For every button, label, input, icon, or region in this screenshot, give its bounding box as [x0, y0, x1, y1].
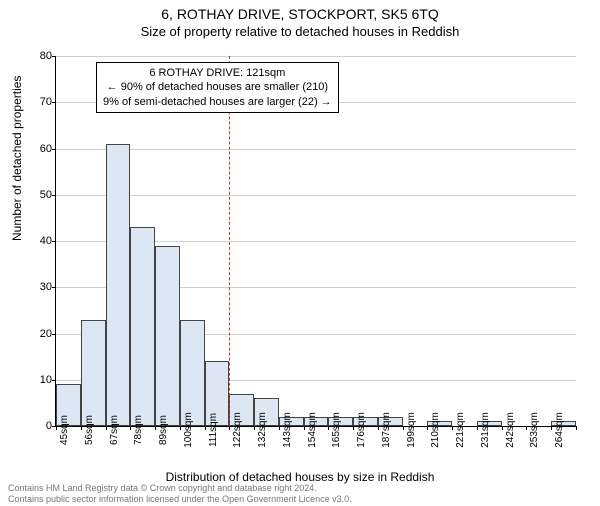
- x-tick-label: 242sqm: [505, 412, 516, 448]
- y-tick-label: 70: [40, 96, 52, 108]
- y-tick: [52, 195, 56, 196]
- x-tick: [130, 426, 131, 430]
- histogram-bar: [130, 227, 155, 426]
- x-tick-label: 176sqm: [356, 412, 367, 448]
- y-tick: [52, 380, 56, 381]
- x-tick: [477, 426, 478, 430]
- x-tick: [378, 426, 379, 430]
- x-tick: [254, 426, 255, 430]
- chart-subtitle: Size of property relative to detached ho…: [0, 24, 600, 39]
- x-tick-label: 221sqm: [455, 412, 466, 448]
- y-tick: [52, 287, 56, 288]
- y-tick-label: 0: [46, 420, 52, 432]
- info-line2: ← 90% of detached houses are smaller (21…: [103, 80, 332, 94]
- x-tick: [526, 426, 527, 430]
- y-tick-label: 20: [40, 328, 52, 340]
- x-tick-label: 165sqm: [331, 412, 342, 448]
- x-tick-label: 199sqm: [406, 412, 417, 448]
- x-tick: [205, 426, 206, 430]
- x-tick-label: 231sqm: [480, 412, 491, 448]
- x-tick-label: 56sqm: [84, 415, 95, 445]
- y-tick: [52, 241, 56, 242]
- x-tick: [155, 426, 156, 430]
- chart-title: 6, ROTHAY DRIVE, STOCKPORT, SK5 6TQ: [0, 6, 600, 22]
- x-tick: [353, 426, 354, 430]
- x-tick: [304, 426, 305, 430]
- y-tick-label: 80: [40, 50, 52, 62]
- x-tick-label: 154sqm: [307, 412, 318, 448]
- footer-line1: Contains HM Land Registry data © Crown c…: [8, 483, 352, 493]
- y-tick-label: 50: [40, 189, 52, 201]
- x-tick: [81, 426, 82, 430]
- footer-line2: Contains public sector information licen…: [8, 494, 352, 504]
- y-tick-label: 10: [40, 374, 52, 386]
- x-tick-label: 143sqm: [282, 412, 293, 448]
- x-tick-label: 253sqm: [529, 412, 540, 448]
- info-line1: 6 ROTHAY DRIVE: 121sqm: [103, 66, 332, 80]
- y-axis-label: Number of detached properties: [10, 76, 24, 241]
- x-tick: [551, 426, 552, 430]
- grid-line: [56, 195, 576, 196]
- x-tick-label: 264sqm: [554, 412, 565, 448]
- grid-line: [56, 56, 576, 57]
- x-tick-label: 45sqm: [59, 415, 70, 445]
- x-tick: [576, 426, 577, 430]
- x-tick-label: 111sqm: [208, 413, 219, 447]
- plot-area: 0102030405060708045sqm56sqm67sqm78sqm89s…: [55, 56, 576, 427]
- x-tick-label: 122sqm: [232, 412, 243, 448]
- y-tick: [52, 56, 56, 57]
- y-tick: [52, 149, 56, 150]
- x-tick: [106, 426, 107, 430]
- x-tick: [328, 426, 329, 430]
- histogram-bar: [180, 320, 205, 426]
- y-tick-label: 40: [40, 235, 52, 247]
- x-tick-label: 100sqm: [183, 412, 194, 448]
- y-tick: [52, 102, 56, 103]
- info-box: 6 ROTHAY DRIVE: 121sqm← 90% of detached …: [96, 62, 339, 113]
- histogram-bar: [81, 320, 106, 426]
- x-tick: [452, 426, 453, 430]
- y-tick-label: 30: [40, 281, 52, 293]
- x-tick: [427, 426, 428, 430]
- x-tick: [403, 426, 404, 430]
- x-tick: [56, 426, 57, 430]
- x-tick: [279, 426, 280, 430]
- x-tick-label: 187sqm: [381, 412, 392, 448]
- histogram-bar: [155, 246, 180, 426]
- histogram-bar: [106, 144, 131, 426]
- x-tick-label: 132sqm: [257, 412, 268, 448]
- x-tick-label: 89sqm: [158, 415, 169, 445]
- chart-container: 6, ROTHAY DRIVE, STOCKPORT, SK5 6TQ Size…: [0, 6, 600, 506]
- x-tick: [180, 426, 181, 430]
- x-axis-label: Distribution of detached houses by size …: [0, 470, 600, 484]
- info-line3: 9% of semi-detached houses are larger (2…: [103, 95, 332, 109]
- y-tick-label: 60: [40, 143, 52, 155]
- grid-line: [56, 149, 576, 150]
- x-tick: [229, 426, 230, 430]
- x-tick-label: 67sqm: [109, 415, 120, 445]
- x-tick-label: 210sqm: [430, 412, 441, 448]
- x-tick-label: 78sqm: [133, 415, 144, 445]
- y-tick: [52, 334, 56, 335]
- footer-attribution: Contains HM Land Registry data © Crown c…: [8, 483, 352, 504]
- x-tick: [502, 426, 503, 430]
